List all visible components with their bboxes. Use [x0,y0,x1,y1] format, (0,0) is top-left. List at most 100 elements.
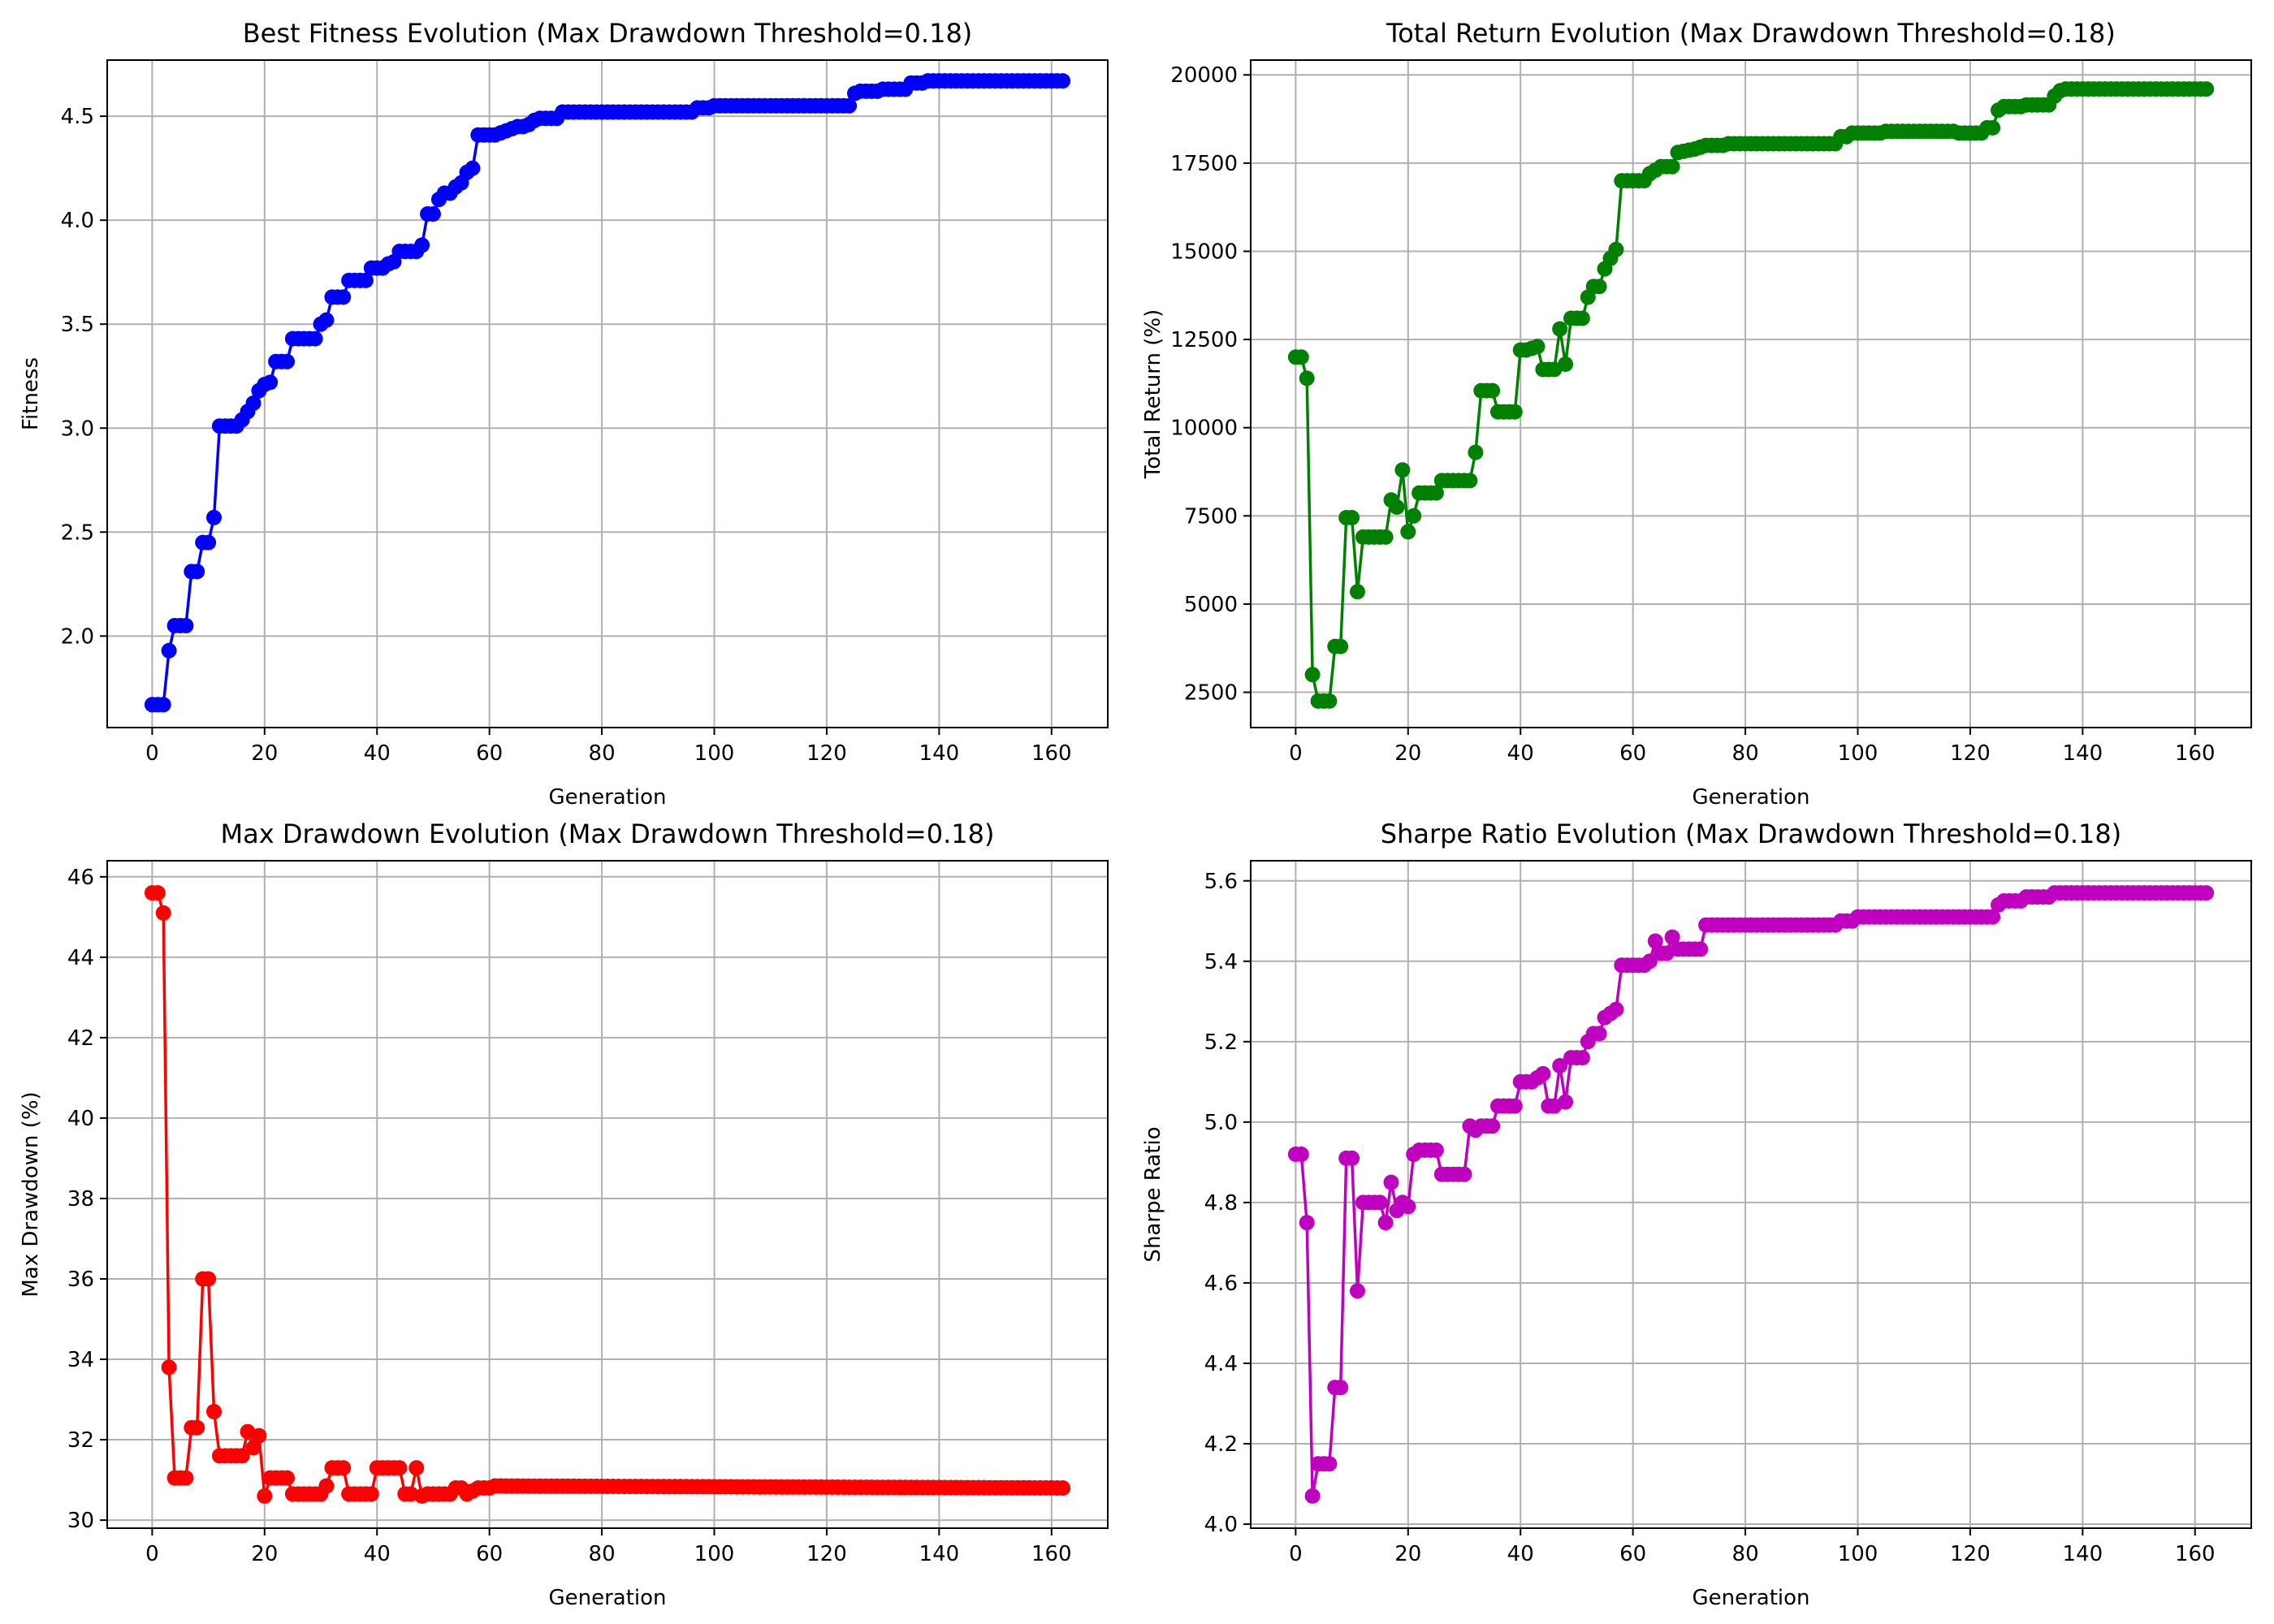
sharpe-ratio-x-tick-label-4: 80 [1732,1542,1759,1566]
total-return-x-tick-label-2: 40 [1507,741,1534,766]
fitness-x-tick-label-8: 160 [1031,741,1072,766]
fitness-point-48 [414,237,430,253]
fitness-point-3 [161,642,177,659]
sharpe-ratio-y-tick-label-3: 4.6 [1204,1272,1238,1296]
fitness-title: Best Fitness Evolution (Max Drawdown Thr… [243,18,973,49]
max-drawdown-title: Max Drawdown Evolution (Max Drawdown Thr… [221,818,995,849]
max-drawdown-point-44 [391,1460,408,1476]
total-return-y-tick-label-0: 2500 [1184,681,1238,706]
fitness-y-tick-label-2: 3.0 [61,417,94,441]
sharpe-ratio-point-35 [1485,1118,1501,1134]
fitness-x-tick-label-2: 40 [364,741,391,766]
sharpe-ratio-point-44 [1535,1065,1551,1082]
max-drawdown-x-tick-label-8: 160 [1031,1542,1072,1566]
max-drawdown-x-axis-label: Generation [548,1586,666,1610]
sharpe-ratio-point-15 [1372,1194,1388,1211]
sharpe-ratio-point-57 [1608,1001,1624,1017]
total-return-point-47 [1552,321,1568,337]
fitness-x-tick-label-0: 0 [145,741,159,766]
fitness-point-124 [841,97,858,114]
sharpe-ratio-point-30 [1456,1166,1472,1182]
max-drawdown-point-11 [206,1403,222,1419]
total-return-title: Total Return Evolution (Max Drawdown Thr… [1386,18,2116,49]
fitness-y-tick-label-0: 2.0 [61,624,94,649]
max-drawdown-point-34 [335,1460,352,1476]
fitness-x-tick-label-7: 140 [919,741,960,766]
fitness-point-11 [206,509,222,525]
sharpe-ratio-x-tick-label-2: 40 [1507,1542,1534,1566]
total-return-y-tick-label-3: 10000 [1170,417,1238,441]
sharpe-ratio-point-11 [1350,1283,1365,1299]
total-return-point-2 [1299,370,1315,387]
total-return-point-51 [1574,310,1590,326]
total-return-panel: Total Return Evolution (Max Drawdown Thr… [1141,18,2252,810]
max-drawdown-y-tick-label-6: 42 [67,1026,94,1051]
sharpe-ratio-point-162 [2198,885,2215,901]
sharpe-ratio-x-tick-label-5: 100 [1838,1542,1878,1566]
total-return-point-48 [1558,356,1574,372]
max-drawdown-y-tick-label-8: 46 [67,866,94,890]
sharpe-ratio-point-47 [1552,1058,1568,1073]
total-return-point-6 [1321,693,1338,709]
fitness-panel: Best Fitness Evolution (Max Drawdown Thr… [19,18,1109,810]
max-drawdown-y-tick-label-2: 34 [67,1348,94,1372]
max-drawdown-point-20 [257,1488,273,1504]
fitness-axes: 0 20 40 60 80 100 120 140 160 2.0 2.5 3.0 3.5 4.0 4.5 [61,105,1072,766]
fitness-point-34 [335,289,352,305]
total-return-point-43 [1529,339,1546,355]
sharpe-ratio-markers [1287,885,2215,1504]
max-drawdown-point-10 [201,1271,217,1287]
sharpe-ratio-x-tick-label-0: 0 [1289,1542,1303,1566]
max-drawdown-point-19 [251,1427,267,1444]
total-return-point-18 [1389,499,1405,515]
max-drawdown-x-tick-label-3: 60 [476,1542,503,1566]
sharpe-ratio-y-tick-label-5: 5.0 [1204,1111,1238,1135]
fitness-y-tick-label-1: 2.5 [61,520,94,545]
fitness-x-axis-label: Generation [548,785,666,810]
total-return-point-57 [1608,241,1624,257]
max-drawdown-point-31 [318,1478,335,1494]
total-return-x-tick-label-8: 160 [2175,741,2216,766]
sharpe-ratio-y-tick-label-4: 4.8 [1204,1191,1238,1216]
total-return-x-tick-label-3: 60 [1619,741,1646,766]
total-return-x-tick-label-6: 120 [1950,741,1991,766]
fitness-point-18 [245,395,262,411]
sharpe-ratio-point-67 [1664,929,1680,945]
sharpe-ratio-point-3 [1304,1488,1321,1504]
max-drawdown-point-18 [245,1440,262,1456]
fitness-point-162 [1055,73,1071,89]
total-return-point-10 [1344,510,1360,525]
total-return-y-tick-label-5: 15000 [1170,240,1238,264]
max-drawdown-x-tick-label-7: 140 [919,1542,960,1566]
max-drawdown-x-tick-label-6: 120 [806,1542,847,1566]
fitness-x-tick-label-3: 60 [476,741,503,766]
total-return-point-39 [1507,404,1523,420]
fitness-plot-frame [106,59,1109,728]
sharpe-ratio-point-48 [1558,1094,1574,1110]
max-drawdown-panel: Max Drawdown Evolution (Max Drawdown Thr… [19,818,1109,1610]
sharpe-ratio-x-axis-label: Generation [1692,1586,1809,1610]
total-return-x-tick-label-0: 0 [1289,741,1303,766]
sharpe-ratio-point-54 [1591,1026,1607,1042]
fitness-point-10 [201,534,217,551]
fitness-point-29 [307,330,323,347]
sharpe-ratio-x-tick-label-1: 20 [1394,1542,1421,1566]
max-drawdown-y-tick-label-5: 40 [67,1107,94,1131]
max-drawdown-y-tick-label-0: 30 [67,1509,94,1533]
total-return-point-16 [1377,529,1394,545]
max-drawdown-point-162 [1055,1480,1071,1496]
fitness-x-tick-label-4: 80 [589,741,616,766]
total-return-point-1 [1293,349,1309,365]
total-return-y-tick-label-7: 20000 [1170,63,1238,88]
sharpe-ratio-x-tick-label-6: 120 [1950,1542,1991,1566]
max-drawdown-axes: 0 20 40 60 80 100 120 140 160 30 32 34 36 38 40 42 44 46 [67,866,1072,1566]
total-return-x-axis-label: Generation [1692,785,1809,810]
fitness-point-38 [357,272,374,288]
total-return-point-54 [1591,279,1607,295]
sharpe-ratio-axes: 0 20 40 60 80 100 120 140 160 4.0 4.2 4.4 4.6 4.8 5.0 5… [1204,870,2216,1566]
total-return-point-20 [1400,524,1416,540]
max-drawdown-point-47 [409,1460,425,1476]
total-return-point-31 [1462,473,1478,489]
max-drawdown-x-tick-label-2: 40 [364,1542,391,1566]
